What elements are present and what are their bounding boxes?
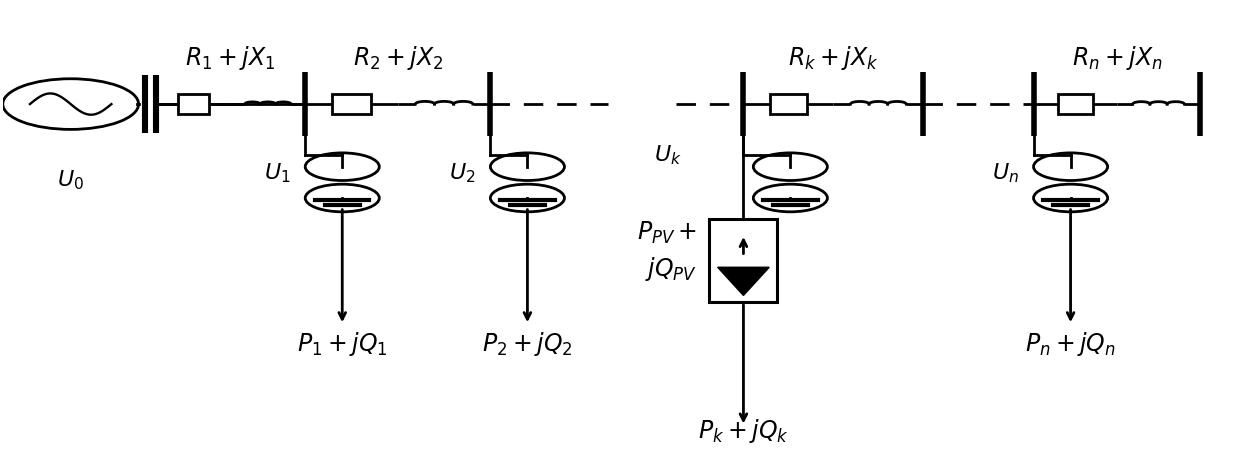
Bar bbox=[177, 95, 208, 114]
Polygon shape bbox=[718, 267, 769, 295]
Bar bbox=[770, 95, 807, 114]
Text: $U_k$: $U_k$ bbox=[653, 143, 682, 166]
Text: $P_{PV}+$
$jQ_{PV}$: $P_{PV}+$ $jQ_{PV}$ bbox=[637, 220, 697, 283]
Text: $U_0$: $U_0$ bbox=[57, 169, 84, 192]
Text: $U_2$: $U_2$ bbox=[449, 162, 476, 185]
Text: $P_k+jQ_k$: $P_k+jQ_k$ bbox=[698, 417, 789, 445]
Bar bbox=[1058, 95, 1092, 114]
Text: $R_2+jX_2$: $R_2+jX_2$ bbox=[352, 44, 443, 72]
Bar bbox=[709, 219, 777, 302]
Bar bbox=[332, 95, 371, 114]
Text: $P_n+jQ_n$: $P_n+jQ_n$ bbox=[1025, 329, 1116, 358]
Text: $R_k+jX_k$: $R_k+jX_k$ bbox=[789, 44, 879, 72]
Text: $R_n+jX_n$: $R_n+jX_n$ bbox=[1071, 44, 1162, 72]
Text: $P_2+jQ_2$: $P_2+jQ_2$ bbox=[482, 329, 573, 358]
Text: $U_n$: $U_n$ bbox=[992, 162, 1019, 185]
Text: $P_1+jQ_1$: $P_1+jQ_1$ bbox=[298, 329, 388, 358]
Text: $R_1+jX_1$: $R_1+jX_1$ bbox=[186, 44, 275, 72]
Text: $U_1$: $U_1$ bbox=[264, 162, 290, 185]
